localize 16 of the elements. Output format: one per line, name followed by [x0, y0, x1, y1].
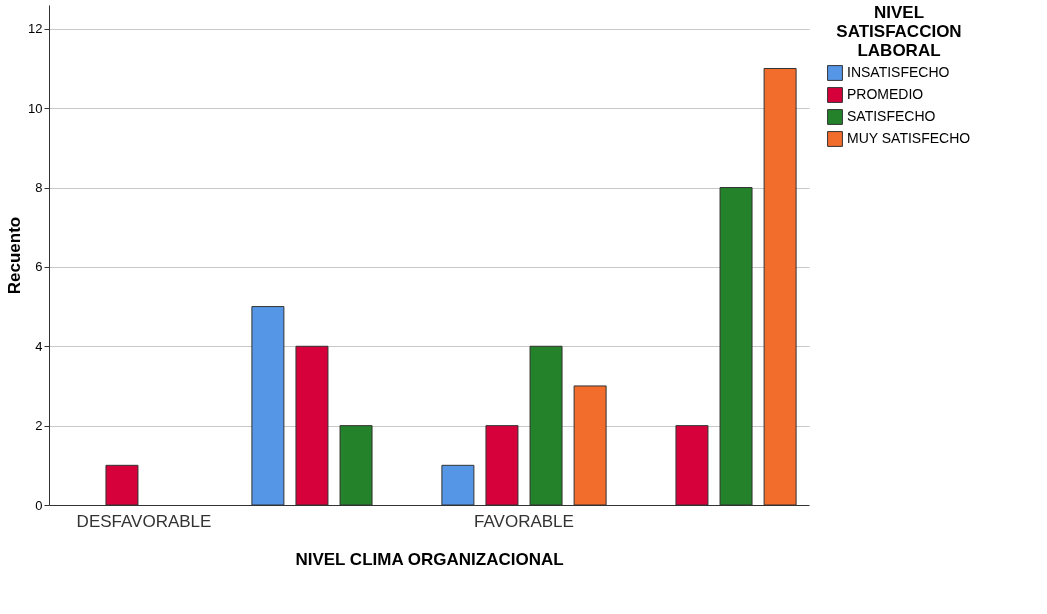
y-tick-label: 4: [35, 338, 43, 354]
y-tick-label: 8: [35, 180, 43, 196]
x-tick-label: DESFAVORABLE: [76, 511, 212, 531]
y-tick-label: 12: [28, 21, 43, 37]
y-tick-label: 2: [35, 418, 43, 434]
y-axis-title: Recuento: [5, 216, 25, 295]
x-axis-title: NIVEL CLIMA ORGANIZACIONAL: [295, 549, 564, 569]
legend-label: PROMEDIO: [847, 86, 924, 102]
legend-title: NIVEL SATISFACCION LABORAL: [836, 3, 962, 60]
x-tick-label: FAVORABLE: [474, 511, 574, 531]
y-tick-label: 0: [35, 497, 43, 513]
legend-label: INSATISFECHO: [847, 64, 950, 80]
y-tick-label: 10: [28, 100, 43, 116]
legend-label: MUY SATISFECHO: [847, 130, 971, 146]
legend-label: SATISFECHO: [847, 108, 936, 124]
y-tick-label: 6: [35, 259, 43, 275]
